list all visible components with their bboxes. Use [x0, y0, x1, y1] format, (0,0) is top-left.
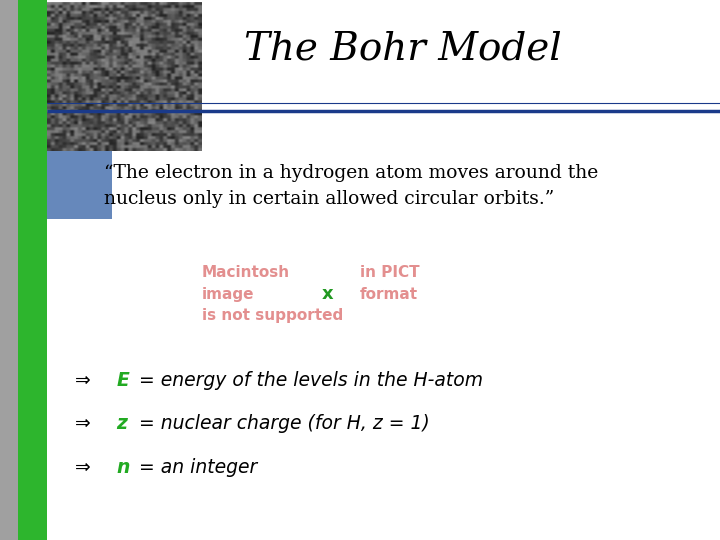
Text: E: E	[117, 371, 130, 390]
Text: x: x	[322, 285, 333, 303]
Text: n: n	[117, 457, 130, 477]
Bar	[18, 0, 47, 540]
Text: The Bohr Model: The Bohr Model	[244, 30, 562, 67]
Text: is not supported: is not supported	[202, 308, 343, 323]
Text: ⇒: ⇒	[75, 371, 91, 390]
Text: = nuclear charge (for H, z = 1): = nuclear charge (for H, z = 1)	[133, 414, 430, 434]
Text: “The electron in a hydrogen atom moves around the
nucleus only in certain allowe: “The electron in a hydrogen atom moves a…	[104, 164, 598, 208]
Bar	[0, 0, 18, 540]
Bar	[47, 151, 112, 219]
Text: ⇒: ⇒	[75, 414, 91, 434]
Text: = an integer: = an integer	[133, 457, 258, 477]
Text: ⇒: ⇒	[75, 457, 91, 477]
Text: z: z	[117, 414, 127, 434]
Text: in PICT: in PICT	[360, 265, 420, 280]
Text: Macintosh: Macintosh	[202, 265, 289, 280]
Bar	[47, 3, 202, 151]
Text: = energy of the levels in the H-atom: = energy of the levels in the H-atom	[133, 371, 483, 390]
Text: format: format	[360, 287, 418, 302]
Text: image: image	[202, 287, 254, 302]
